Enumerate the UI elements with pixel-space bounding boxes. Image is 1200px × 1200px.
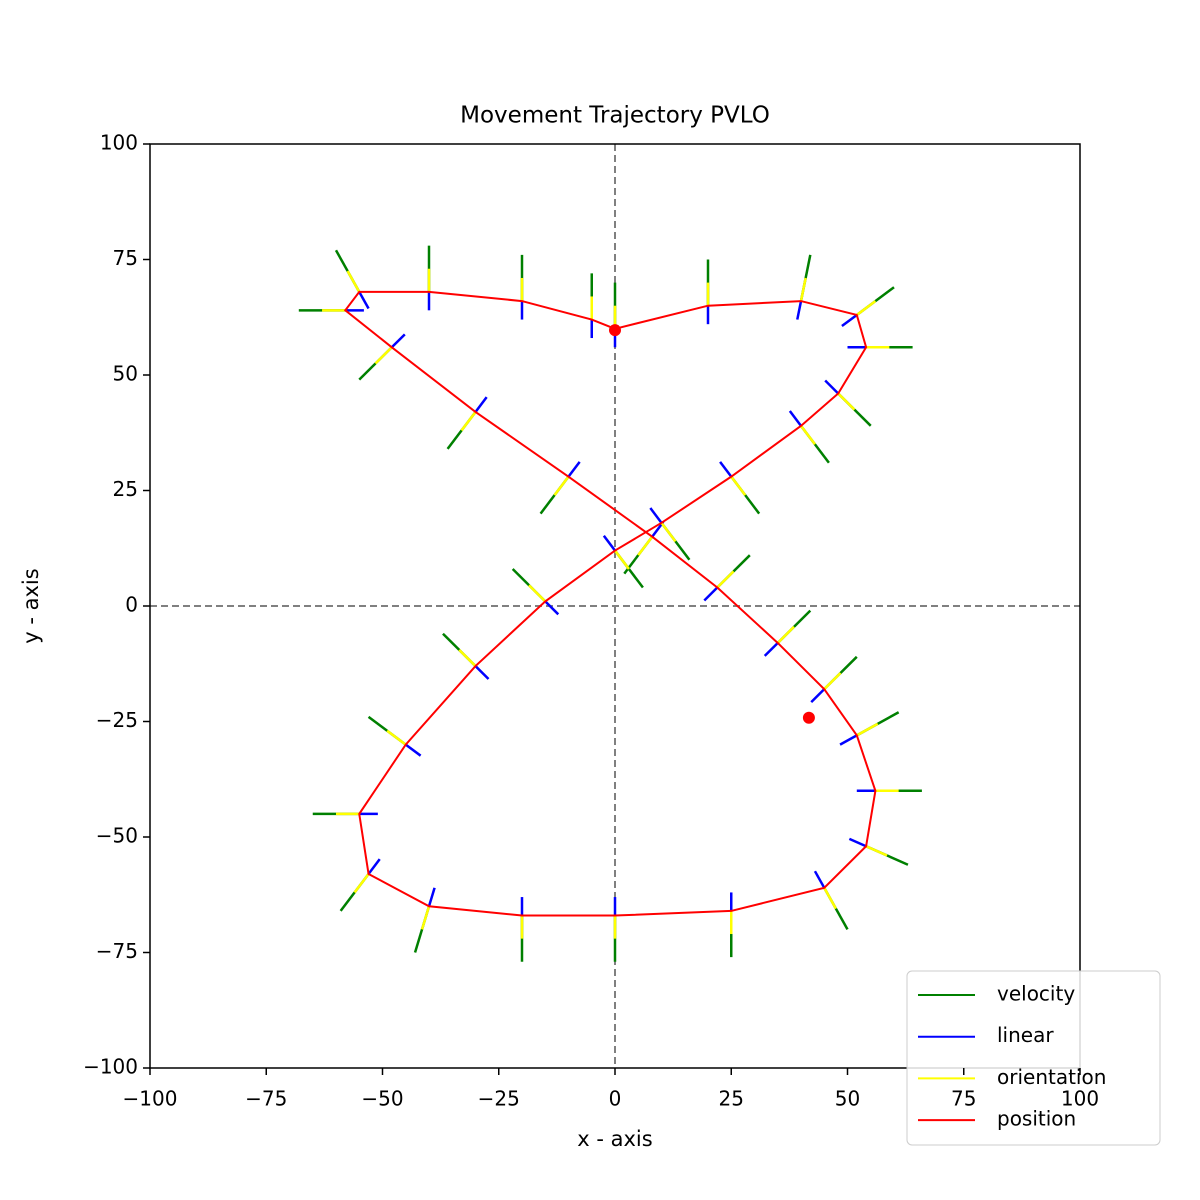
vector: [788, 410, 802, 427]
vector: [528, 584, 547, 603]
vector: [390, 333, 406, 349]
vector: [353, 873, 370, 894]
legend: velocity linear orientation position: [906, 970, 1161, 1146]
y-tick-label: −50: [96, 824, 138, 848]
vector: [839, 734, 858, 746]
vector: [703, 586, 719, 602]
position-point: [609, 324, 621, 337]
x-tick-label: −100: [123, 1087, 178, 1111]
vector: [649, 507, 663, 524]
vector: [474, 665, 490, 680]
vector: [796, 300, 803, 320]
vector: [848, 837, 867, 848]
x-tick-label: 0: [609, 1087, 622, 1111]
y-tick-label: −100: [83, 1055, 138, 1079]
vector: [614, 549, 630, 570]
y-tick-label: 100: [100, 131, 138, 155]
vector: [460, 411, 477, 432]
vector: [799, 277, 807, 302]
legend-box: [906, 970, 1161, 1146]
y-tick-label: 25: [113, 477, 138, 501]
vector: [776, 625, 795, 644]
vector: [405, 743, 422, 757]
legend-label: position: [997, 1107, 1076, 1131]
vector: [824, 379, 840, 395]
vector: [763, 642, 779, 657]
x-axis-label: x - axis: [577, 1127, 652, 1151]
vector: [358, 291, 370, 310]
vector: [719, 461, 733, 478]
position-point: [802, 711, 815, 724]
vector: [865, 845, 888, 857]
vector: [837, 392, 856, 411]
vector: [553, 475, 570, 496]
vector: [474, 396, 488, 413]
x-tick-label: −25: [478, 1087, 520, 1111]
vector: [716, 570, 735, 589]
vector: [660, 522, 677, 543]
vector: [567, 461, 581, 478]
vector: [420, 905, 431, 930]
vector: [637, 535, 654, 556]
trajectory: [343, 290, 877, 917]
x-tick-label: 100: [1061, 1087, 1099, 1111]
vector: [374, 346, 393, 365]
y-tick-label: −25: [96, 708, 138, 732]
vector: [800, 425, 816, 446]
y-tick-label: 50: [113, 362, 138, 386]
vector: [856, 300, 877, 316]
y-tick-label: −75: [96, 939, 138, 963]
vector: [386, 729, 407, 746]
legend-label: linear: [997, 1023, 1054, 1047]
vector: [823, 887, 837, 910]
vector: [427, 887, 436, 907]
vector: [810, 688, 826, 703]
vector: [813, 870, 826, 889]
x-tick-label: 25: [719, 1087, 744, 1111]
vector: [730, 475, 747, 496]
chart-title: Movement Trajectory PVLO: [460, 103, 770, 129]
vector: [856, 722, 879, 737]
y-tick-label: 0: [125, 593, 138, 617]
vector: [841, 313, 858, 328]
legend-label: velocity: [997, 982, 1075, 1006]
legend-label: orientation: [997, 1065, 1106, 1089]
vector: [346, 270, 361, 293]
x-tick-label: −50: [361, 1087, 403, 1111]
y-axis-label: y - axis: [19, 568, 43, 643]
vector: [458, 649, 477, 667]
x-tick-label: 50: [835, 1087, 860, 1111]
plot-area: [150, 144, 1080, 1068]
x-tick-label: 75: [951, 1087, 976, 1111]
vector: [823, 672, 842, 691]
y-tick-label: 75: [113, 246, 138, 270]
vector: [544, 600, 560, 616]
vector: [367, 858, 381, 875]
vector: [602, 535, 616, 552]
x-tick-label: −75: [245, 1087, 287, 1111]
